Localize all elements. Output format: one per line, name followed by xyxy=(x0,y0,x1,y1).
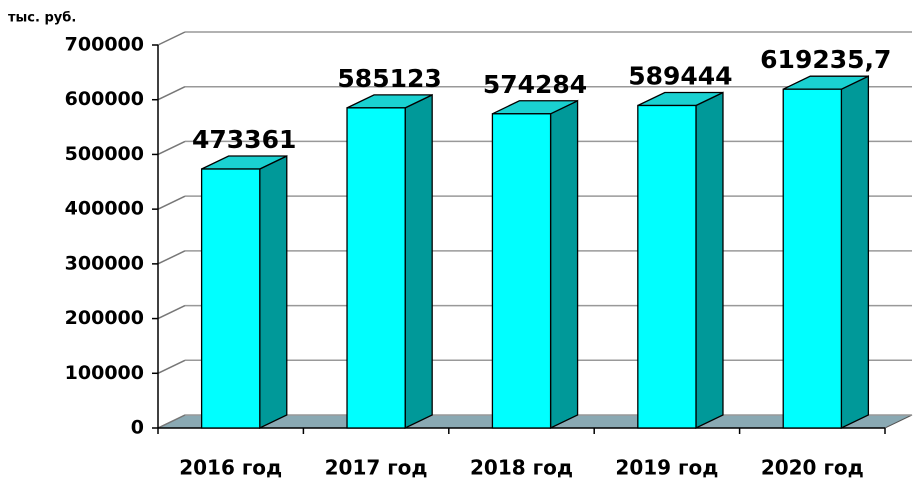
y-axis-label: тыс. руб. xyxy=(8,11,76,26)
x-tick-label: 2016 год xyxy=(179,456,282,479)
wall-line xyxy=(157,414,186,429)
x-tick-label: 2017 год xyxy=(325,456,428,479)
value-label: 619235,7 xyxy=(760,45,891,74)
x-tick-label: 2020 год xyxy=(761,456,864,479)
y-tick-label: 100000 xyxy=(65,362,144,384)
bar-front xyxy=(637,104,697,429)
x-tick-label: 2019 год xyxy=(615,456,718,479)
value-label: 585123 xyxy=(337,64,441,93)
y-tick-label: 400000 xyxy=(65,198,144,220)
wall-line xyxy=(157,195,186,210)
bar-front xyxy=(782,88,843,429)
bar-front xyxy=(491,113,552,429)
wall-line xyxy=(157,31,186,46)
bar xyxy=(491,99,579,430)
bar-front xyxy=(346,107,406,429)
bar xyxy=(637,91,724,430)
y-tick-label: 0 xyxy=(131,417,144,439)
wall-line xyxy=(157,86,186,101)
y-tick-label: 300000 xyxy=(65,252,144,274)
value-label: 473361 xyxy=(192,125,296,154)
bar-side xyxy=(549,99,579,430)
wall-line xyxy=(157,304,186,320)
y-tick-label: 600000 xyxy=(65,88,144,110)
bar-side xyxy=(695,91,724,430)
bar-side xyxy=(404,93,433,430)
wall-line xyxy=(157,359,186,374)
bar-front xyxy=(200,168,261,429)
bar xyxy=(200,154,288,430)
wall-line xyxy=(157,140,186,156)
value-label: 574284 xyxy=(483,70,587,99)
bar xyxy=(782,75,870,430)
bar-side xyxy=(840,75,870,430)
y-tick-label: 200000 xyxy=(65,307,144,329)
value-label: 589444 xyxy=(628,61,732,90)
x-tick-label: 2018 год xyxy=(470,456,573,479)
wall-line xyxy=(157,250,186,265)
y-tick-label: 500000 xyxy=(65,143,144,165)
bar xyxy=(346,93,433,430)
y-tick-label: 700000 xyxy=(65,34,144,56)
bar-side xyxy=(259,154,288,430)
